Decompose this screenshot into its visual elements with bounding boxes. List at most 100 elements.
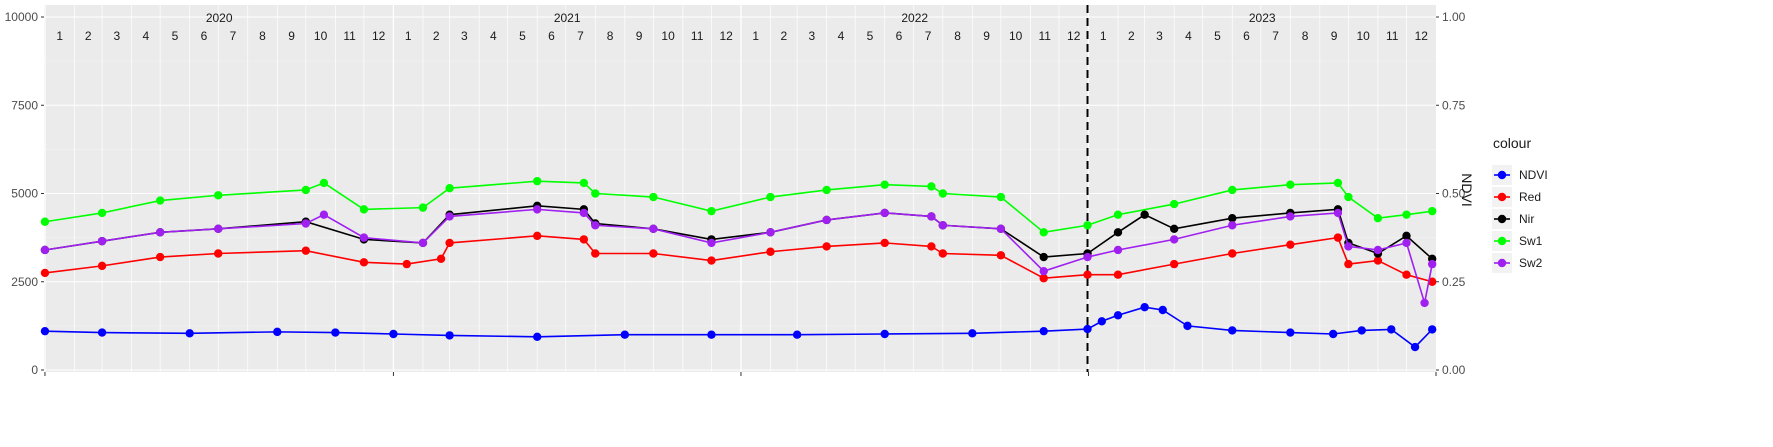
- month-label: 3: [1156, 29, 1163, 43]
- data-point-sw1: [319, 178, 329, 188]
- legend-label: Nir: [1519, 212, 1534, 226]
- left-tick-label: 10000: [5, 10, 39, 24]
- data-point-sw2: [1083, 252, 1092, 262]
- data-point-red: [402, 259, 411, 269]
- data-point-sw1: [1402, 210, 1411, 219]
- data-point-red: [1333, 233, 1343, 242]
- data-point-sw2: [579, 208, 589, 218]
- month-label: 7: [925, 29, 932, 43]
- year-label: 2020: [206, 11, 233, 25]
- legend-label: Red: [1519, 190, 1541, 204]
- month-label: 2: [1128, 29, 1135, 43]
- month-label: 3: [809, 29, 816, 43]
- legend-key-point: [1497, 192, 1507, 202]
- data-point-sw1: [1427, 206, 1437, 216]
- data-point-red: [1427, 277, 1437, 286]
- month-label: 8: [954, 29, 961, 43]
- data-point-sw2: [880, 208, 889, 218]
- month-label: 9: [288, 29, 295, 43]
- data-point-red: [436, 254, 446, 264]
- month-label: 7: [577, 29, 584, 43]
- data-point-red: [1373, 256, 1383, 265]
- legend-key-point: [1497, 236, 1507, 246]
- legend-item-ndvi: NDVI: [1492, 165, 1548, 185]
- data-point-ndvi: [1427, 325, 1437, 334]
- month-label: 11: [1038, 29, 1051, 43]
- data-point-sw1: [649, 192, 658, 202]
- data-point-sw2: [1402, 238, 1411, 248]
- data-point-sw2: [359, 233, 369, 242]
- data-point-ndvi: [620, 330, 629, 339]
- data-point-red: [880, 238, 889, 248]
- month-label: 4: [490, 29, 497, 43]
- month-label: 7: [1272, 29, 1279, 43]
- data-point-nir: [1402, 231, 1411, 241]
- month-label: 1: [405, 29, 412, 43]
- data-point-red: [1083, 270, 1092, 279]
- data-point-red: [822, 242, 831, 251]
- month-label: 10: [1356, 29, 1370, 43]
- month-label: 2: [780, 29, 787, 43]
- month-label: 4: [1185, 29, 1192, 43]
- data-point-red: [301, 246, 311, 255]
- month-label: 9: [636, 29, 643, 43]
- data-point-red: [1169, 259, 1179, 269]
- year-labels: 2020 2021 2022 2023: [206, 11, 1276, 25]
- data-point-red: [927, 242, 936, 251]
- data-point-red: [155, 252, 165, 262]
- month-label: 5: [172, 29, 179, 43]
- series-sw2: [40, 205, 1437, 308]
- data-point-sw2: [1169, 235, 1179, 244]
- data-point-red: [532, 231, 542, 241]
- year-label: 2021: [554, 11, 581, 25]
- data-point-sw2: [1286, 212, 1295, 221]
- data-point-nir: [1140, 210, 1149, 219]
- bottom-axis: [44, 372, 1437, 376]
- left-axis: 0 2500 5000 7500 10000: [5, 10, 44, 377]
- data-point-sw2: [214, 224, 223, 233]
- month-label: 5: [867, 29, 874, 43]
- legend-label: NDVI: [1519, 168, 1548, 182]
- data-point-sw2: [996, 224, 1006, 233]
- data-point-sw2: [1228, 221, 1237, 230]
- data-point-sw2: [301, 219, 311, 228]
- right-tick-label: 0.00: [1442, 363, 1466, 377]
- data-point-red: [579, 235, 589, 244]
- data-point-ndvi: [97, 328, 107, 337]
- legend-item-sw1: Sw1: [1492, 231, 1543, 251]
- data-point-ndvi: [1410, 342, 1420, 352]
- data-point-ndvi: [792, 330, 802, 339]
- month-label: 4: [143, 29, 150, 43]
- data-point-sw1: [418, 203, 428, 212]
- data-point-sw2: [1344, 242, 1353, 251]
- data-point-red: [591, 249, 600, 258]
- right-tick-label: 0.25: [1442, 275, 1466, 289]
- plot-panel: [44, 5, 1436, 372]
- data-point-ndvi: [1083, 324, 1092, 334]
- data-point-sw2: [591, 221, 600, 230]
- data-point-sw2: [418, 238, 428, 248]
- data-point-red: [649, 249, 658, 258]
- month-label: 10: [1009, 29, 1023, 43]
- data-point-ndvi: [1357, 326, 1366, 335]
- data-point-ndvi: [532, 332, 542, 342]
- left-tick-label: 2500: [11, 275, 38, 289]
- data-point-ndvi: [331, 328, 340, 337]
- data-point-sw2: [1427, 259, 1437, 269]
- month-label: 11: [1386, 29, 1399, 43]
- data-point-sw2: [766, 228, 775, 237]
- data-point-sw1: [822, 185, 831, 195]
- series-ndvi: [40, 302, 1437, 352]
- data-point-red: [996, 251, 1006, 260]
- data-point-ndvi: [389, 329, 398, 339]
- data-point-sw2: [445, 212, 454, 221]
- legend-label: Sw2: [1519, 256, 1543, 270]
- data-point-sw1: [359, 205, 369, 214]
- series-sw1: [40, 176, 1437, 237]
- data-point-sw2: [532, 205, 542, 214]
- data-point-sw1: [1228, 185, 1237, 195]
- data-point-sw1: [880, 180, 889, 189]
- data-point-red: [1286, 240, 1295, 249]
- data-point-red: [1344, 259, 1353, 269]
